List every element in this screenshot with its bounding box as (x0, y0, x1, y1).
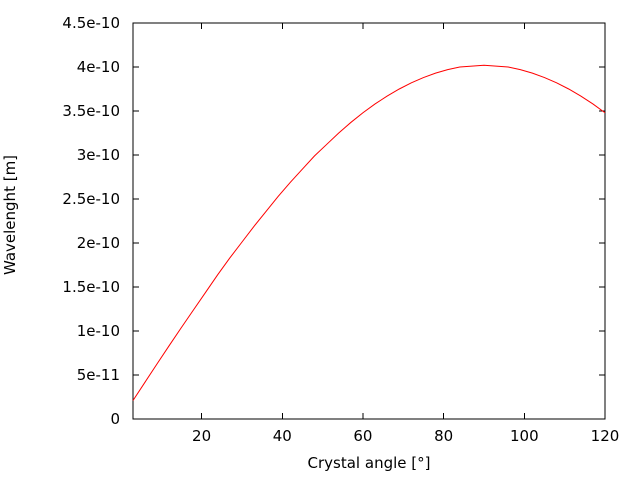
x-tick-label: 120 (591, 427, 620, 445)
plot-border (132, 22, 606, 420)
y-tick-label: 1e-10 (77, 322, 120, 340)
x-tick-label: 80 (434, 427, 453, 445)
y-tick-label: 4e-10 (77, 58, 120, 76)
y-tick-label: 2.5e-10 (62, 190, 120, 208)
data-curve (132, 64, 606, 401)
y-tick-label: 3e-10 (77, 146, 120, 164)
tick-labels: 20 40 60 80 100 120 0 5e-11 1e-10 1.5e-10 2e-10 2.5… (62, 14, 619, 445)
x-tick-label: 100 (510, 427, 539, 445)
y-tick-label: 4.5e-10 (62, 14, 120, 32)
y-tick-label: 2e-10 (77, 234, 120, 252)
y-tick-label: 3.5e-10 (62, 102, 120, 120)
x-axis-title: Crystal angle [°] (308, 454, 431, 472)
x-tick-label: 20 (192, 427, 211, 445)
y-tick-label: 0 (110, 410, 120, 428)
x-tick-label: 60 (353, 427, 372, 445)
y-tick-label: 5e-11 (77, 366, 120, 384)
x-tick-label: 40 (273, 427, 292, 445)
y-tick-label: 1.5e-10 (62, 278, 120, 296)
tick-marks (133, 22, 606, 420)
y-axis-title: Wavelenght [m] (1, 155, 19, 275)
